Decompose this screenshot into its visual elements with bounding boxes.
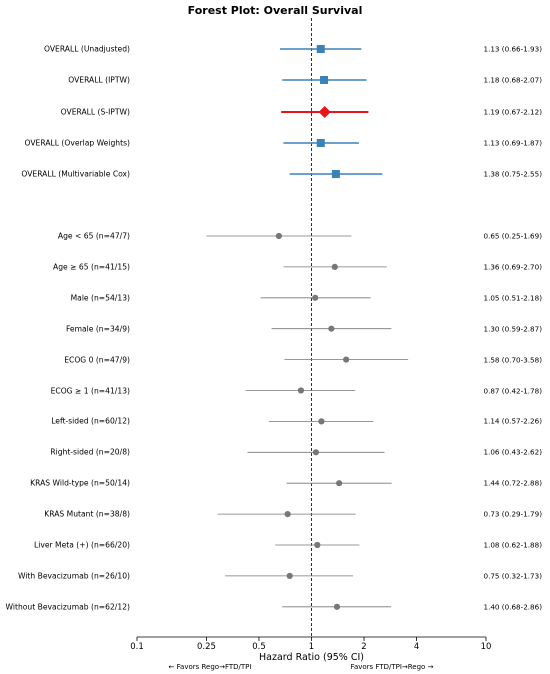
row-label: OVERALL (Overlap Weights) <box>24 138 130 148</box>
hr-ci-text: 1.44 (0.72-2.88) <box>483 478 543 488</box>
x-tick-label: 0.25 <box>196 642 216 652</box>
row-label: OVERALL (IPTW) <box>68 75 130 85</box>
hr-ci-text: 1.13 (0.69-1.87) <box>483 138 543 148</box>
hr-ci-text: 1.40 (0.68-2.86) <box>483 602 543 612</box>
row-label: Age < 65 (n=47/7) <box>57 231 130 241</box>
x-axis-label: Hazard Ratio (95% CI) <box>259 652 364 663</box>
x-tick-label: 10 <box>480 642 492 652</box>
x-tick-label: 2 <box>361 642 367 652</box>
hr-ci-text: 0.73 (0.29-1.79) <box>483 509 543 519</box>
hr-ci-text: 1.36 (0.69-2.70) <box>483 262 543 272</box>
row-label: With Bevacizumab (n=26/10) <box>17 571 130 581</box>
favors-right-note: Favors FTD/TPI→Rego → <box>350 663 434 671</box>
row-label: ECOG 0 (n=47/9) <box>64 355 130 365</box>
hr-point-square <box>331 170 340 178</box>
hr-point-circle <box>328 325 335 332</box>
hr-ci-text: 1.19 (0.67-2.12) <box>483 107 543 117</box>
hr-point-circle <box>331 263 338 270</box>
hr-point-circle <box>318 418 325 425</box>
hr-point-circle <box>275 232 282 240</box>
x-tick-label: 0.1 <box>130 642 144 652</box>
hr-point-square <box>316 139 325 147</box>
row-label: OVERALL (S-IPTW) <box>60 107 130 117</box>
row-label: OVERALL (Unadjusted) <box>44 44 130 54</box>
hr-ci-text: 1.38 (0.75-2.55) <box>483 169 543 179</box>
hr-point-circle <box>286 572 293 580</box>
row-label: Left-sided (n=60/12) <box>51 416 130 426</box>
row-label: Liver Meta (+) (n=66/20) <box>34 540 130 550</box>
hr-ci-text: 1.05 (0.51-2.18) <box>483 293 543 303</box>
hr-ci-text: 1.30 (0.59-2.87) <box>483 324 543 334</box>
favors-left-note: ← Favors Rego→FTD/TPI <box>168 663 252 671</box>
hr-ci-text: 1.08 (0.62-1.88) <box>483 540 543 550</box>
hr-point-circle <box>312 294 319 301</box>
hr-ci-text: 0.65 (0.25-1.69) <box>483 231 543 241</box>
row-label: Right-sided (n=20/8) <box>50 447 130 457</box>
hr-ci-text: 0.75 (0.32-1.73) <box>483 571 543 581</box>
row-label: OVERALL (Multivariable Cox) <box>21 169 130 179</box>
row-label: Female (n=34/9) <box>65 324 130 334</box>
hr-point-circle <box>333 603 341 610</box>
x-tick-label: 0.5 <box>252 642 266 652</box>
hr-point-diamond <box>318 106 331 118</box>
x-tick-label: 1 <box>308 642 315 652</box>
hr-ci-text: 1.14 (0.57-2.26) <box>483 416 543 426</box>
x-tick-label: 4 <box>413 642 420 652</box>
hr-point-square <box>320 76 329 84</box>
chart-title: Forest Plot: Overall Survival <box>187 4 363 17</box>
hr-ci-text: 1.58 (0.70-3.58) <box>483 355 543 365</box>
hr-point-circle <box>314 541 321 549</box>
row-label: Without Bevacizumab (n=62/12) <box>5 602 130 612</box>
hr-ci-text: 1.18 (0.68-2.07) <box>483 75 543 85</box>
row-label: Age ≥ 65 (n=41/15) <box>53 262 130 272</box>
row-label: KRAS Wild-type (n=50/14) <box>30 478 130 488</box>
hr-ci-text: 1.13 (0.66-1.93) <box>483 44 543 54</box>
hr-ci-text: 1.06 (0.43-2.62) <box>483 447 543 457</box>
row-label: Male (n=54/13) <box>70 293 130 303</box>
hr-point-square <box>316 45 325 53</box>
row-label: KRAS Mutant (n=38/8) <box>44 509 130 519</box>
hr-point-circle <box>343 356 350 363</box>
hr-point-circle <box>312 449 320 456</box>
hr-point-circle <box>284 510 291 518</box>
row-label: ECOG ≥ 1 (n=41/13) <box>50 386 130 395</box>
hr-point-circle <box>336 480 343 487</box>
hr-ci-text: 0.87 (0.42-1.78) <box>483 386 543 395</box>
hr-point-circle <box>297 387 305 394</box>
